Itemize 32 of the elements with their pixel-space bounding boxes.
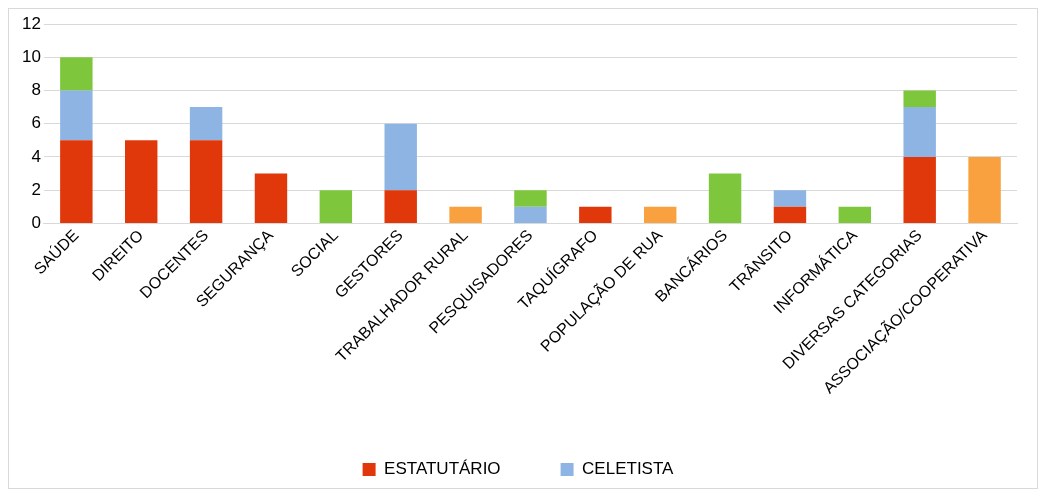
- bar: [60, 90, 93, 141]
- y-tick-label: 4: [31, 146, 41, 166]
- bar: [125, 140, 158, 223]
- bar: [384, 123, 417, 191]
- y-tick-label: 10: [21, 46, 41, 66]
- y-tick-label: 2: [31, 179, 41, 199]
- bar: [384, 190, 417, 223]
- bar: [514, 206, 547, 223]
- y-tick-label: 8: [31, 80, 41, 100]
- bar: [60, 57, 93, 91]
- bar: [838, 206, 872, 223]
- legend-label: CELETISTA: [582, 459, 675, 479]
- y-tick-label: 6: [31, 113, 41, 133]
- y-tick-label: 0: [31, 213, 41, 233]
- bar: [319, 190, 353, 223]
- y-tick-label: 12: [21, 13, 41, 33]
- bar: [254, 173, 288, 223]
- bar: [968, 156, 1001, 223]
- bar: [903, 90, 936, 108]
- bar: [708, 173, 742, 223]
- bar: [60, 140, 93, 223]
- bar: [773, 206, 807, 223]
- bar: [579, 206, 612, 223]
- bar: [903, 107, 936, 157]
- bar: [903, 156, 936, 223]
- bar: [189, 140, 223, 223]
- bar: [449, 206, 482, 223]
- bar: [514, 190, 547, 207]
- bar: [189, 107, 223, 141]
- legend-label: ESTATUTÁRIO: [384, 459, 501, 479]
- bar: [773, 190, 807, 207]
- bar: [643, 206, 677, 223]
